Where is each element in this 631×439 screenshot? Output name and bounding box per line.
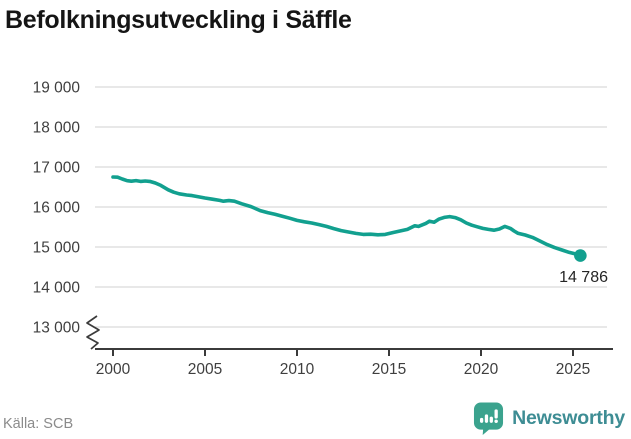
end-point-dot [574,249,587,262]
y-tick-label: 14 000 [33,280,81,297]
y-tick-label: 18 000 [33,120,81,137]
x-tick-label: 2015 [372,361,406,378]
y-tick-label: 16 000 [33,200,81,217]
y-tick-label: 17 000 [33,160,81,177]
y-tick-label: 15 000 [33,240,81,257]
x-tick-label: 2005 [188,361,222,378]
brand-name: Newsworthy [512,407,625,429]
x-tick-label: 2000 [96,361,131,378]
newsworthy-logo: Newsworthy [473,402,625,435]
axis-break-icon [86,315,100,350]
x-tick-label: 2020 [464,361,499,378]
y-tick-label: 13 000 [33,320,81,337]
y-tick-label: 19 000 [33,80,81,97]
x-tick-label: 2010 [280,361,315,378]
chart-title: Befolkningsutveckling i Säffle [5,6,352,34]
source-caption: Källa: SCB [3,416,74,432]
population-series-line [111,175,583,258]
x-tick-label: 2025 [556,361,590,378]
bar-chart-speech-bubble-icon [474,402,504,435]
end-point-label: 14 786 [559,269,608,286]
